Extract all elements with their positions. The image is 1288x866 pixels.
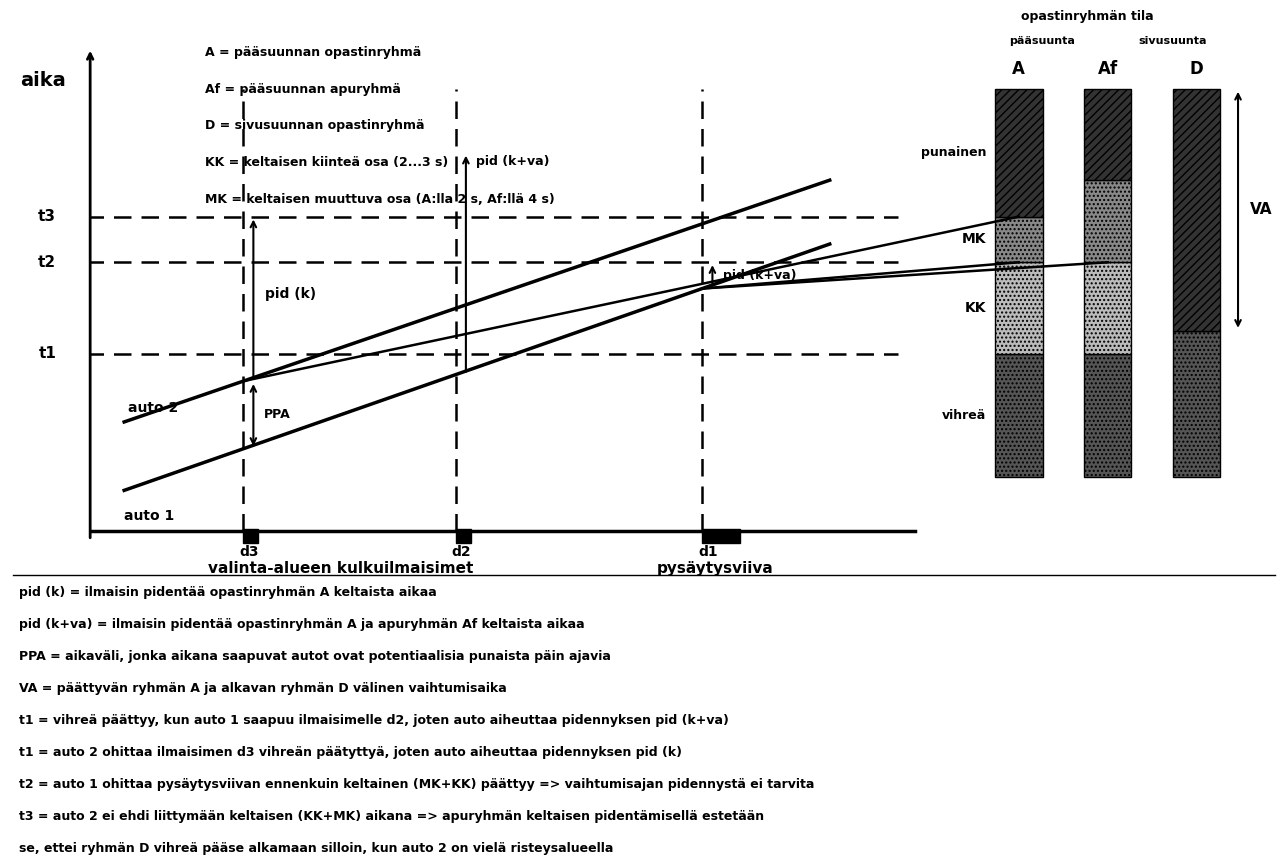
Text: t1 = vihreä päättyy, kun auto 1 saapuu ilmaisimelle d2, joten auto aiheuttaa pid: t1 = vihreä päättyy, kun auto 1 saapuu i… bbox=[19, 714, 729, 727]
Text: D: D bbox=[1190, 60, 1203, 78]
Bar bbox=[996, 353, 1042, 476]
Text: PPA = aikaväli, jonka aikana saapuvat autot ovat potentiaalisia punaista päin aj: PPA = aikaväli, jonka aikana saapuvat au… bbox=[19, 650, 611, 663]
Text: se, ettei ryhmän D vihreä pääse alkamaan silloin, kun auto 2 on vielä risteysalu: se, ettei ryhmän D vihreä pääse alkamaan… bbox=[19, 842, 613, 855]
Text: vihreä: vihreä bbox=[942, 409, 987, 422]
Text: VA = päättyvän ryhmän A ja alkavan ryhmän D välinen vaihtumisaika: VA = päättyvän ryhmän A ja alkavan ryhmä… bbox=[19, 682, 507, 695]
Text: d3: d3 bbox=[240, 545, 259, 559]
Bar bbox=[456, 529, 471, 543]
Text: d2: d2 bbox=[451, 545, 471, 559]
Text: PPA: PPA bbox=[264, 409, 290, 422]
Text: auto 1: auto 1 bbox=[124, 508, 174, 522]
Bar bbox=[1173, 331, 1220, 476]
Text: A: A bbox=[1012, 60, 1025, 78]
Text: pid (k): pid (k) bbox=[265, 288, 317, 301]
Text: pid (k+va) = ilmaisin pidentää opastinryhmän A ja apuryhmän Af keltaista aikaa: pid (k+va) = ilmaisin pidentää opastinry… bbox=[19, 618, 585, 631]
Text: D = sivusuunnan opastinryhmä: D = sivusuunnan opastinryhmä bbox=[205, 120, 425, 132]
Text: KK = keltaisen kiinteä osa (2...3 s): KK = keltaisen kiinteä osa (2...3 s) bbox=[205, 156, 448, 169]
Text: t2 = auto 1 ohittaa pysäytysviivan ennenkuin keltainen (MK+KK) päättyy => vaihtu: t2 = auto 1 ohittaa pysäytysviivan ennen… bbox=[19, 778, 814, 791]
Bar bbox=[1084, 262, 1131, 353]
Text: pysäytysviiva: pysäytysviiva bbox=[657, 561, 773, 576]
Bar bbox=[1173, 89, 1220, 331]
Text: pid (k+va): pid (k+va) bbox=[477, 155, 550, 168]
Bar bbox=[996, 216, 1042, 262]
Text: pid (k+va): pid (k+va) bbox=[723, 269, 796, 282]
Text: t2: t2 bbox=[39, 255, 57, 270]
Text: pid (k) = ilmaisin pidentää opastinryhmän A keltaista aikaa: pid (k) = ilmaisin pidentää opastinryhmä… bbox=[19, 586, 437, 599]
Text: pääsuunta: pääsuunta bbox=[1010, 36, 1075, 46]
Text: auto 2: auto 2 bbox=[129, 401, 179, 415]
Text: opastinryhmän tila: opastinryhmän tila bbox=[1020, 10, 1153, 23]
Text: VA: VA bbox=[1249, 203, 1273, 217]
Text: t1 = auto 2 ohittaa ilmaisimen d3 vihreän päätyttyä, joten auto aiheuttaa pidenn: t1 = auto 2 ohittaa ilmaisimen d3 vihreä… bbox=[19, 746, 683, 759]
Text: punainen: punainen bbox=[921, 146, 987, 159]
Bar bbox=[243, 529, 259, 543]
Text: valinta-alueen kulkuilmaisimet: valinta-alueen kulkuilmaisimet bbox=[209, 561, 474, 576]
Bar bbox=[1084, 180, 1131, 262]
Text: t3: t3 bbox=[39, 210, 57, 224]
Bar bbox=[996, 89, 1042, 216]
Text: t1: t1 bbox=[39, 346, 57, 361]
Bar bbox=[1084, 89, 1131, 180]
Text: A = pääsuunnan opastinryhmä: A = pääsuunnan opastinryhmä bbox=[205, 46, 421, 59]
Text: t3 = auto 2 ei ehdi liittymään keltaisen (KK+MK) aikana => apuryhmän keltaisen p: t3 = auto 2 ei ehdi liittymään keltaisen… bbox=[19, 810, 764, 823]
Bar bbox=[702, 529, 741, 543]
Text: Af: Af bbox=[1097, 60, 1118, 78]
Text: sivusuunta: sivusuunta bbox=[1139, 36, 1207, 46]
Text: MK: MK bbox=[962, 232, 987, 247]
Bar bbox=[1084, 353, 1131, 476]
Text: KK: KK bbox=[965, 301, 987, 315]
Text: d1: d1 bbox=[698, 545, 717, 559]
Text: Af = pääsuunnan apuryhmä: Af = pääsuunnan apuryhmä bbox=[205, 82, 401, 95]
Text: MK = keltaisen muuttuva osa (A:lla 2 s, Af:llä 4 s): MK = keltaisen muuttuva osa (A:lla 2 s, … bbox=[205, 193, 555, 206]
Bar bbox=[996, 262, 1042, 353]
Text: aika: aika bbox=[21, 71, 66, 90]
